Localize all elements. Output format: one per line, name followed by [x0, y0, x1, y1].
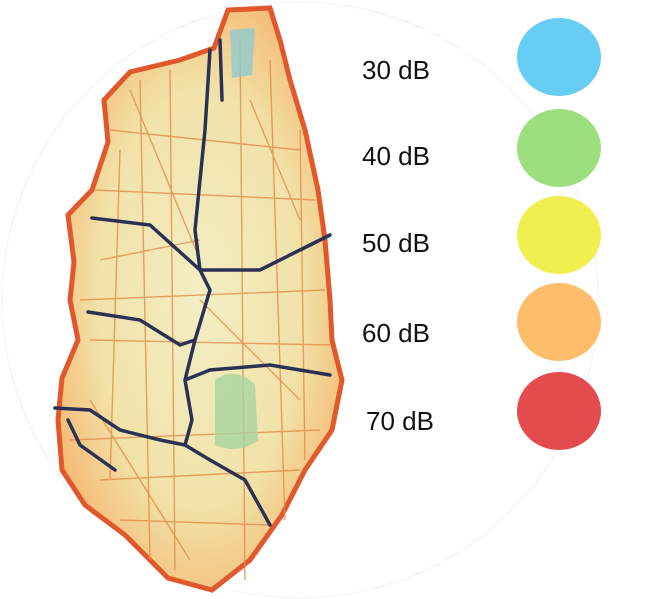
district-outline: [55, 5, 345, 593]
legend-label: 60 dB: [362, 318, 430, 348]
main-roads: [53, 38, 332, 527]
legend-swatch: [517, 18, 601, 96]
legend-swatch: [517, 109, 601, 187]
district-map: [53, 5, 345, 593]
legend-swatch: [517, 196, 601, 274]
park: [230, 28, 255, 78]
park: [215, 373, 258, 449]
legend-label: 50 dB: [362, 228, 430, 258]
backdrop-circle: [1, 1, 599, 599]
legend-label: 30 dB: [362, 55, 430, 85]
legend-swatch: [517, 283, 601, 361]
legend-label: 70 dB: [366, 406, 434, 436]
legend-label: 40 dB: [362, 141, 430, 171]
legend: 30 dB 40 dB 50 dB 60 dB 70 dB: [362, 18, 601, 450]
legend-swatch: [517, 372, 601, 450]
